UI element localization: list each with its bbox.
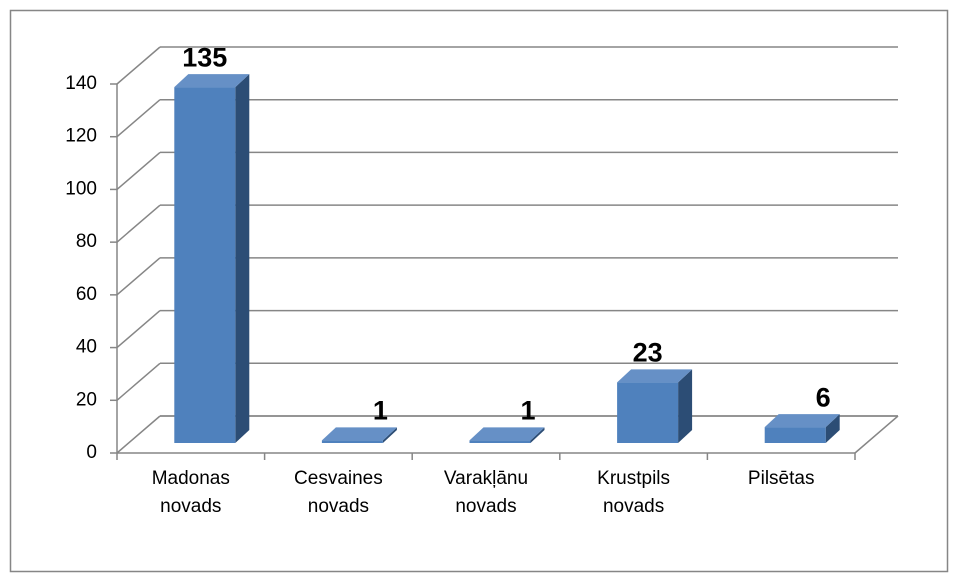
bar-front xyxy=(617,382,679,443)
bar xyxy=(469,427,545,443)
bar-front xyxy=(174,87,236,443)
bar-side xyxy=(825,414,840,443)
x-tick-label: Madonas novads xyxy=(151,468,230,517)
bar-front xyxy=(321,440,383,443)
x-tick-label: Cesvaines novads xyxy=(294,468,383,517)
y-tick-label: 80 xyxy=(76,231,97,252)
bar-top xyxy=(321,427,397,441)
bar-top xyxy=(617,369,693,383)
y-tick-label: 0 xyxy=(86,442,97,463)
grid-line xyxy=(116,99,161,138)
bar-side xyxy=(235,74,250,443)
bar xyxy=(764,414,840,443)
bar xyxy=(321,427,397,443)
bar-front xyxy=(764,427,826,443)
data-label: 1 xyxy=(520,395,535,425)
y-tick-label: 120 xyxy=(65,126,97,147)
bar-front xyxy=(469,440,531,443)
bar-top xyxy=(469,427,545,441)
bar-side xyxy=(530,427,545,443)
grid-line xyxy=(116,310,161,349)
y-tick-label: 20 xyxy=(76,389,97,410)
bar xyxy=(617,369,693,443)
grid-line xyxy=(116,257,161,296)
grid-line xyxy=(116,415,161,454)
grid-line xyxy=(116,46,161,85)
grid-line xyxy=(116,151,161,190)
bar xyxy=(174,74,250,443)
data-label: 6 xyxy=(816,382,831,412)
x-tick-label: Pilsētas xyxy=(747,468,815,489)
y-tick-label: 40 xyxy=(76,337,97,358)
bar-side xyxy=(678,369,693,443)
x-tick-label: Varakļānu novads xyxy=(443,468,529,517)
x-tick-label: Krustpils novads xyxy=(597,468,671,517)
bar-top xyxy=(174,74,250,88)
bar-side xyxy=(382,427,397,443)
grid-line xyxy=(116,204,161,243)
bar-top xyxy=(764,414,840,428)
data-label: 23 xyxy=(633,338,663,368)
data-label: 1 xyxy=(373,395,388,425)
chart-border xyxy=(9,9,949,573)
y-tick-label: 140 xyxy=(65,73,97,94)
grid-line xyxy=(116,362,161,401)
data-label: 135 xyxy=(182,42,227,72)
y-tick-label: 60 xyxy=(76,284,97,305)
floor-edge xyxy=(854,415,899,454)
y-tick-label: 100 xyxy=(65,178,97,199)
